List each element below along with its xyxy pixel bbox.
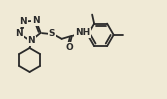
Text: N: N bbox=[32, 16, 40, 25]
Text: S: S bbox=[48, 29, 55, 38]
Text: N: N bbox=[27, 37, 35, 45]
Text: N: N bbox=[19, 17, 27, 26]
Text: O: O bbox=[65, 43, 73, 52]
Text: N: N bbox=[15, 29, 23, 38]
Text: NH: NH bbox=[75, 28, 90, 37]
